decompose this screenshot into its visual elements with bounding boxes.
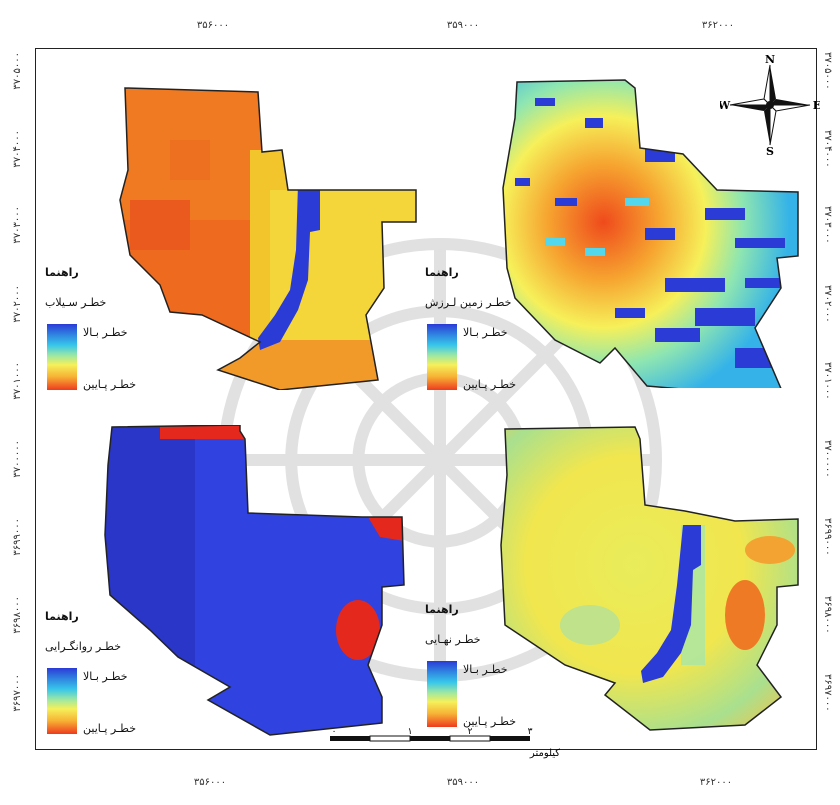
scale-bar: ۰ ۱ ۲ ۳ کیلومتر xyxy=(330,728,560,759)
x-tick-top-2: ۳۵۹۰۰۰ xyxy=(446,20,480,31)
y-tick-right-8: ۳۶۹۸۰۰۰ xyxy=(822,596,833,634)
legend-layer-name: خطـر زمین لـرزش xyxy=(425,296,512,309)
liquefaction-legend: راهنما خطـر روانگـرایی خطـر بـالا خطـر پ… xyxy=(45,610,195,760)
y-tick-right-2: ۳۷۰۴۰۰۰ xyxy=(822,130,833,168)
legend-high-label: خطـر بـالا xyxy=(463,663,508,676)
color-ramp xyxy=(427,324,457,390)
scale-label-3: ۳ xyxy=(528,728,533,737)
liquefaction-hazard-map xyxy=(104,425,405,736)
legend-low-label: خطـر پـایین xyxy=(83,722,137,735)
legend-title: راهنما xyxy=(425,266,459,279)
legend-layer-name: خطـر نهـایی xyxy=(425,633,481,646)
scale-label-2: ۲ xyxy=(468,728,473,737)
y-tick-left-1: ۳۷۰۵۰۰۰ xyxy=(12,52,23,90)
south-label: S xyxy=(766,145,774,155)
east-label: E xyxy=(813,99,820,112)
map-frame xyxy=(35,48,817,750)
color-ramp xyxy=(47,324,77,390)
scale-unit: کیلومتر xyxy=(529,748,560,759)
north-label: N xyxy=(765,55,775,66)
x-tick-top-1: ۳۵۶۰۰۰ xyxy=(196,20,230,31)
y-tick-left-2: ۳۷۰۴۰۰۰ xyxy=(12,130,23,168)
y-tick-left-6: ۳۷۰۰۰۰۰ xyxy=(12,440,23,478)
scale-label-1: ۱ xyxy=(408,728,413,737)
legend-low-label: خطـر پـایین xyxy=(463,715,517,728)
legend-title: راهنما xyxy=(45,610,79,623)
x-tick-bottom-3: ۳۶۲۰۰۰ xyxy=(699,777,733,788)
color-ramp xyxy=(427,661,457,727)
y-tick-left-7: ۳۶۹۹۰۰۰ xyxy=(12,518,23,556)
color-ramp xyxy=(47,668,77,734)
y-tick-left-4: ۳۷۰۲۰۰۰ xyxy=(12,285,23,323)
earthquake-hazard-map xyxy=(502,79,799,388)
scale-label-0: ۰ xyxy=(332,728,337,737)
legend-layer-name: خطـر روانگـرایی xyxy=(45,640,122,653)
y-tick-right-6: ۳۷۰۰۰۰۰ xyxy=(822,440,833,478)
final-legend: راهنما خطـر نهـایی خطـر بـالا خطـر پـایی… xyxy=(425,603,575,753)
west-label: W xyxy=(720,99,731,112)
y-tick-right-5: ۳۷۰۱۰۰۰ xyxy=(822,362,833,400)
final-hazard-map xyxy=(500,426,799,731)
x-tick-top-3: ۳۶۲۰۰۰ xyxy=(701,20,735,31)
north-arrow-icon: N S E W xyxy=(720,55,820,155)
legend-title: راهنما xyxy=(45,266,79,279)
flood-hazard-map xyxy=(119,87,417,390)
flood-legend: راهنما خطـر سـیلاب خطـر بـالا خطـر پـایی… xyxy=(45,266,195,416)
y-tick-left-9: ۳۶۹۷۰۰۰ xyxy=(12,674,23,712)
legend-low-label: خطـر پـایین xyxy=(83,378,137,391)
y-tick-right-7: ۳۶۹۹۰۰۰ xyxy=(822,518,833,556)
legend-high-label: خطـر بـالا xyxy=(83,326,128,339)
y-tick-right-3: ۳۷۰۳۰۰۰ xyxy=(822,206,833,244)
y-tick-left-8: ۳۶۹۸۰۰۰ xyxy=(12,596,23,634)
legend-layer-name: خطـر سـیلاب xyxy=(45,296,107,309)
y-tick-left-3: ۳۷۰۳۰۰۰ xyxy=(12,206,23,244)
legend-high-label: خطـر بـالا xyxy=(463,326,508,339)
y-tick-right-4: ۳۷۰۲۰۰۰ xyxy=(822,285,833,323)
x-tick-bottom-2: ۳۵۹۰۰۰ xyxy=(446,777,480,788)
y-tick-right-9: ۳۶۹۷۰۰۰ xyxy=(822,674,833,712)
earthquake-legend: راهنما خطـر زمین لـرزش خطـر بـالا خطـر پ… xyxy=(425,266,575,416)
y-tick-right-1: ۳۷۰۵۰۰۰ xyxy=(822,52,833,90)
y-tick-left-5: ۳۷۰۱۰۰۰ xyxy=(12,362,23,400)
legend-title: راهنما xyxy=(425,603,459,616)
legend-low-label: خطـر پـایین xyxy=(463,378,517,391)
legend-high-label: خطـر بـالا xyxy=(83,670,128,683)
x-tick-bottom-1: ۳۵۶۰۰۰ xyxy=(193,777,227,788)
